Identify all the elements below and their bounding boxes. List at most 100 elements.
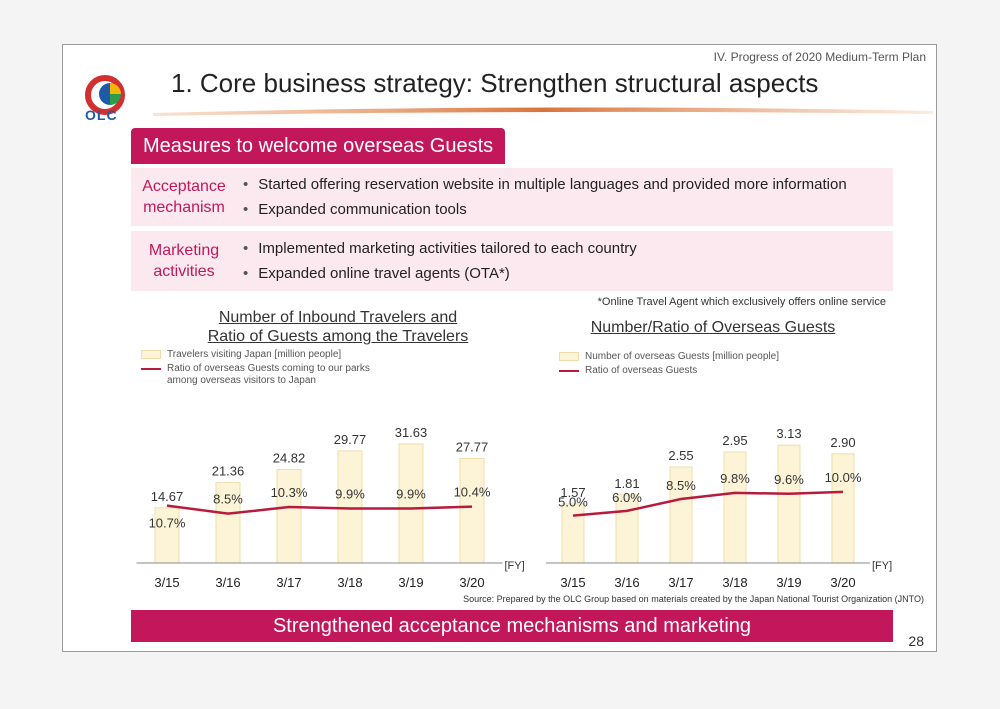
list-item: • Started offering reservation website in… [243,176,847,193]
bar [398,443,424,564]
list-item: • Expanded communication tools [243,201,847,218]
legend-overseas: Number of overseas Guests [million peopl… [559,351,799,379]
legend-label: Ratio of overseas Guests [585,365,698,376]
section-heading: Measures to welcome overseas Guests [131,128,506,164]
x-tick-label: 3/20 [830,575,855,590]
line-value-label: 6.0% [612,490,642,505]
item-text: Started offering reservation website in … [258,176,847,193]
bar [276,469,302,564]
x-tick-label: 3/18 [722,575,747,590]
legend-item-line: Ratio of overseas Guests [559,365,799,377]
bar [777,444,801,564]
legend-swatch-line [141,368,161,370]
item-text: Expanded communication tools [258,201,467,218]
x-tick-label: 3/15 [560,575,585,590]
x-tick-label: 3/16 [614,575,639,590]
bullet: • [243,240,249,257]
legend-label: Ratio of overseas Guests coming to our p… [167,363,370,374]
legend-item-line: Ratio of overseas Guests coming to our p… [141,363,381,387]
row-label-line: Acceptance [142,178,226,195]
x-tick-label: 3/19 [398,575,423,590]
chart-title-line: Number of Inbound Travelers and [218,309,458,326]
slide: IV. Progress of 2020 Medium-Term Plan OL… [62,44,937,652]
line-value-label: 8.5% [213,492,243,507]
bar-value-label: 29.77 [334,432,367,447]
bar-value-label: 31.63 [395,425,428,440]
line-value-label: 10.7% [149,516,186,531]
row-label-line: mechanism [143,199,225,216]
row-label-line: Marketing [148,242,220,259]
measure-row-marketing: Marketing activities • Implemented market… [131,231,893,291]
bar-value-label: 1.81 [614,476,639,491]
bullet: • [243,201,249,218]
chart-title-line: Ratio of Guests among the Travelers [207,328,469,345]
chart-title-overseas: Number/Ratio of Overseas Guests [553,318,873,337]
x-unit-label: [FY] [505,560,525,572]
legend-label: Travelers visiting Japan [million people… [167,349,342,360]
bullet: • [243,176,249,193]
bar [723,451,747,564]
bar-value-label: 2.90 [830,435,855,450]
list-item: • Implemented marketing activities tailor… [243,240,637,257]
measure-row-acceptance: Acceptance mechanism • Started offering r… [131,168,893,226]
legend-swatch-line [559,370,579,372]
source-note: Source: Prepared by the OLC Group based … [463,594,924,604]
x-tick-label: 3/18 [337,575,362,590]
x-tick-label: 3/15 [154,575,179,590]
legend-inbound: Travelers visiting Japan [million people… [141,349,381,389]
olc-logo-icon [85,75,125,115]
legend-swatch-bar [559,352,579,361]
item-text: Implemented marketing activities tailore… [258,240,637,257]
chart-inbound-travelers: 14.67 3/15 21.36 3/16 24.82 3/17 29.77 3/18 31.6… [136,425,525,590]
x-unit-label: [FY] [872,560,892,572]
section-note: IV. Progress of 2020 Medium-Term Plan [713,50,926,64]
logo-text: OLC [85,107,118,123]
bar-value-label: 3.13 [776,426,801,441]
chart-title-inbound: Number of Inbound Travelers and Ratio of… [183,308,493,346]
line-value-label: 9.9% [335,487,365,502]
bar-value-label: 14.67 [151,489,184,504]
chart-overseas-guests: 1.57 3/15 1.81 3/16 2.55 3/17 2.95 3/18 3.13 3/19… [546,426,892,590]
bottom-banner: Strengthened acceptance mechanisms and m… [131,610,893,642]
row-label-line: activities [153,263,215,280]
x-tick-label: 3/17 [668,575,693,590]
x-tick-label: 3/20 [459,575,484,590]
bar [615,494,639,564]
x-tick-label: 3/16 [215,575,240,590]
legend-label: among overseas visitors to Japan [167,375,316,386]
line-value-label: 5.0% [558,495,588,510]
line-value-label: 10.3% [271,485,308,500]
row-label: Acceptance mechanism [131,168,237,226]
line-value-label: 8.5% [666,478,696,493]
bar-value-label: 27.77 [456,439,489,454]
legend-item-bars: Travelers visiting Japan [million people… [141,349,381,361]
line-value-label: 9.9% [396,487,426,502]
chart-title-line: Number/Ratio of Overseas Guests [590,319,836,336]
line-value-label: 10.0% [825,470,862,485]
row-label: Marketing activities [131,231,237,291]
x-tick-label: 3/17 [276,575,301,590]
bullet: • [243,265,249,282]
line-value-label: 9.8% [720,471,750,486]
bar [215,482,241,564]
page-title: 1. Core business strategy: Strengthen st… [171,68,819,98]
bar-value-label: 2.55 [668,448,693,463]
footnote: *Online Travel Agent which exclusively o… [597,296,886,308]
bar-value-label: 21.36 [212,464,245,479]
ratio-line [572,490,844,517]
page-number: 28 [908,633,924,649]
legend-label: Number of overseas Guests [million peopl… [585,351,779,362]
legend-swatch-bar [141,350,161,359]
title-underline [153,107,933,116]
bar [561,503,585,564]
ratio-line [166,504,473,515]
x-tick-label: 3/19 [776,575,801,590]
bar-value-label: 24.82 [273,451,306,466]
legend-item-bars: Number of overseas Guests [million peopl… [559,351,799,363]
item-text: Expanded online travel agents (OTA*) [258,265,510,282]
line-value-label: 10.4% [454,485,491,500]
bar [337,450,363,564]
line-value-label: 9.6% [774,472,804,487]
bar-value-label: 1.57 [560,485,585,500]
list-item: • Expanded online travel agents (OTA*) [243,265,637,282]
